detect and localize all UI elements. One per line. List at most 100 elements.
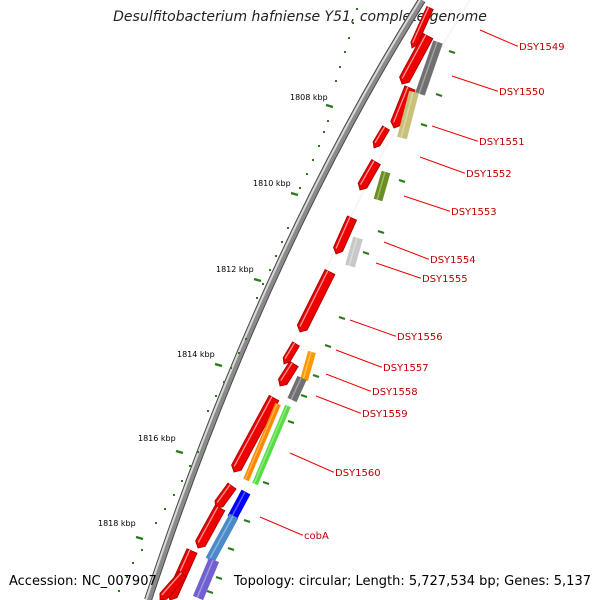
forward-gene-arrow bbox=[282, 341, 300, 365]
feature-tick bbox=[215, 575, 223, 581]
major-scale-tick bbox=[135, 535, 144, 541]
gene-leader-line bbox=[479, 29, 518, 47]
forward-gene-arrow bbox=[372, 125, 390, 149]
feature-tick bbox=[338, 315, 346, 321]
feature-tick bbox=[420, 122, 428, 128]
scale-dot bbox=[299, 187, 301, 189]
gene-leader-line bbox=[403, 195, 450, 212]
scale-dot bbox=[262, 283, 264, 285]
scale-label: 1810 kbp bbox=[253, 179, 291, 188]
scale-dot bbox=[223, 381, 225, 383]
feature-tick bbox=[300, 393, 308, 399]
cog-feature-gray bbox=[287, 375, 307, 403]
feature-tick bbox=[287, 419, 295, 425]
cog-feature-blue bbox=[227, 489, 251, 521]
cog-feature-highlight bbox=[290, 377, 302, 401]
forward-gene-arrow bbox=[214, 482, 237, 509]
gene-label: DSY1556 bbox=[397, 332, 443, 343]
scale-dot bbox=[306, 173, 308, 175]
gene-arrow-highlight bbox=[284, 342, 296, 360]
major-scale-tick bbox=[325, 103, 334, 109]
cog-feature-highlight bbox=[418, 41, 438, 95]
gene-leader-line bbox=[375, 262, 421, 279]
feature-tick bbox=[206, 589, 214, 595]
backbone-arc bbox=[145, 0, 425, 600]
cog-feature-light-gray bbox=[345, 236, 363, 268]
cog-feature-gray bbox=[415, 40, 443, 96]
gene-leader-line bbox=[315, 395, 361, 414]
gene-leader-line bbox=[289, 452, 334, 473]
scale-dot bbox=[238, 352, 240, 354]
feature-tick bbox=[362, 250, 370, 256]
forward-gene-arrow bbox=[195, 504, 226, 549]
gene-leader-line bbox=[383, 241, 429, 260]
scale-dot bbox=[207, 410, 209, 412]
cog-feature-orange bbox=[300, 350, 316, 382]
forward-gene-arrow bbox=[357, 158, 381, 191]
cog-feature-highlight bbox=[244, 403, 278, 481]
cog-feature-highlight bbox=[376, 171, 386, 201]
major-scale-tick bbox=[175, 449, 184, 455]
gene-label: DSY1552 bbox=[466, 169, 512, 180]
feature-tick bbox=[398, 178, 406, 184]
cog-feature-highlight bbox=[196, 559, 214, 599]
scale-dot bbox=[312, 159, 314, 161]
gene-leader-line bbox=[259, 516, 303, 536]
forward-gene-arrow bbox=[399, 32, 434, 85]
scale-dot bbox=[287, 227, 289, 229]
forward-gene-arrow bbox=[410, 6, 434, 49]
forward-gene-arrow bbox=[333, 215, 358, 255]
gene-arrow-highlight bbox=[401, 34, 427, 79]
gene-arrow-highlight bbox=[216, 484, 231, 504]
gene-leader-line bbox=[419, 156, 465, 174]
scale-dot bbox=[118, 590, 120, 592]
gene-leader-line bbox=[335, 349, 382, 368]
gene-label: DSY1559 bbox=[362, 409, 408, 420]
cog-feature-highlight bbox=[400, 91, 414, 139]
scale-dot bbox=[155, 522, 157, 524]
forward-gene-arrow bbox=[278, 360, 299, 387]
scale-dot bbox=[348, 37, 350, 39]
gene-arrow-highlight bbox=[197, 506, 219, 543]
scale-label: 1808 kbp bbox=[290, 93, 328, 102]
backbone-shadow bbox=[144, 0, 426, 600]
scale-dot bbox=[269, 269, 271, 271]
topology-summary: Topology: circular; Length: 5,727,534 bp… bbox=[233, 574, 591, 589]
map-title: Desulfitobacterium hafniense Y51, comple… bbox=[113, 9, 487, 25]
gene-label: DSY1557 bbox=[383, 363, 429, 374]
cog-feature-highlight bbox=[302, 351, 312, 381]
scale-dot bbox=[230, 367, 232, 369]
gene-arrow-highlight bbox=[299, 270, 329, 327]
cog-feature-steel-blue bbox=[205, 513, 239, 563]
gene-label: DSY1555 bbox=[422, 274, 468, 285]
gene-label: DSY1549 bbox=[519, 42, 565, 53]
feature-tick bbox=[227, 546, 235, 552]
scale-dot bbox=[245, 338, 247, 340]
scale-label: 1818 kbp bbox=[98, 519, 136, 528]
major-scale-tick bbox=[253, 277, 262, 283]
gene-arrow-highlight bbox=[233, 396, 273, 467]
scale-dot bbox=[173, 494, 175, 496]
gene-leader-line bbox=[325, 373, 371, 392]
cog-feature-slate-blue bbox=[192, 557, 220, 600]
feature-tick bbox=[312, 373, 320, 379]
feature-tick bbox=[377, 229, 385, 235]
scale-dot bbox=[275, 255, 277, 257]
gene-arrow-highlight bbox=[412, 7, 430, 44]
scale-dot bbox=[141, 549, 143, 551]
scale-dot bbox=[132, 562, 134, 564]
gene-leader-line bbox=[451, 75, 498, 92]
feature-tick bbox=[448, 49, 456, 55]
scale-label: 1812 kbp bbox=[216, 265, 254, 274]
accession-text: Accession: NC_007907 bbox=[9, 574, 157, 589]
backbone-highlight bbox=[145, 0, 421, 600]
scale-dot bbox=[256, 297, 258, 299]
scale-dot bbox=[352, 22, 354, 24]
scale-dot bbox=[318, 145, 320, 147]
cog-feature-olive bbox=[373, 170, 391, 202]
gene-label: DSY1558 bbox=[372, 387, 418, 398]
scale-dot bbox=[327, 120, 329, 122]
gene-arrow-highlight bbox=[335, 216, 351, 249]
